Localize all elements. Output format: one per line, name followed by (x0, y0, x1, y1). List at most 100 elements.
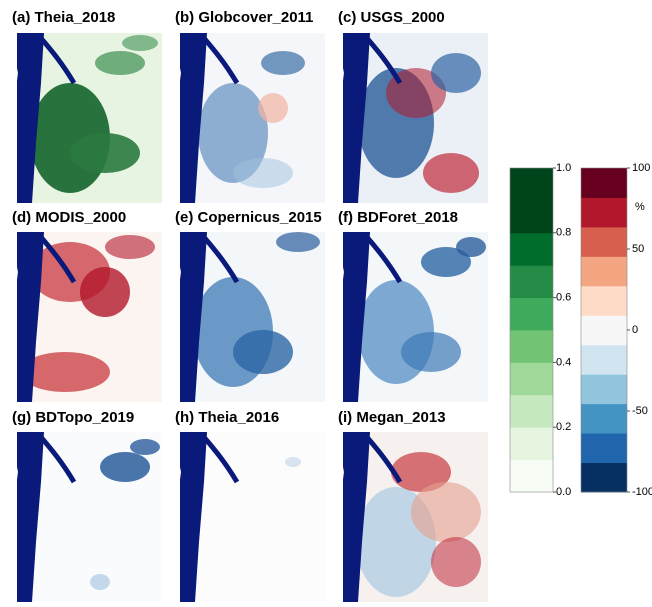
map-region (130, 439, 160, 455)
colorbar-bin (510, 459, 553, 493)
map-estuary (364, 35, 403, 85)
map (10, 232, 162, 402)
colorbar-bin (581, 433, 627, 464)
map (10, 432, 162, 602)
colorbar-bin (510, 265, 553, 299)
panel-title: (i) Megan_2013 (338, 409, 446, 426)
map (336, 33, 488, 203)
colorbar-bin (581, 315, 627, 346)
colorbar-bin (581, 374, 627, 405)
panel-title: (b) Globcover_2011 (175, 9, 313, 26)
map-region (421, 247, 471, 277)
colorbar-unit: % (635, 201, 645, 213)
map-region (90, 574, 110, 590)
map-estuary (364, 434, 403, 484)
colorbar-bin (510, 297, 553, 331)
map-region (70, 133, 140, 173)
colorbar-bin (510, 168, 553, 201)
map-region (105, 235, 155, 259)
panel-title: (e) Copernicus_2015 (175, 209, 322, 226)
colorbar-bin (581, 256, 627, 287)
map (336, 432, 488, 602)
map-estuary (201, 434, 240, 484)
map-estuary (38, 35, 77, 85)
colorbar-frame (509, 167, 554, 493)
map-region (411, 482, 481, 542)
map (173, 33, 325, 203)
map-region (401, 332, 461, 372)
map-region (285, 457, 301, 467)
map-margin (10, 33, 17, 203)
map-region (95, 51, 145, 75)
map-region (80, 267, 130, 317)
map-region (261, 51, 305, 75)
map-sea (10, 33, 44, 203)
colorbar-bin (510, 394, 553, 428)
map-estuary (201, 35, 240, 85)
colorbar-bin (581, 285, 627, 316)
map-region (233, 158, 293, 188)
map-sea (173, 432, 207, 602)
colorbar-tick-label: 100 (632, 162, 650, 174)
colorbar-bin (581, 344, 627, 375)
map-region (431, 537, 481, 587)
colorbar-bin (510, 427, 553, 461)
map-sea (336, 33, 370, 203)
colorbar-bin (510, 200, 553, 234)
map (336, 232, 488, 402)
panel-title: (d) MODIS_2000 (12, 209, 126, 226)
map-margin (10, 432, 17, 602)
map-region (20, 352, 110, 392)
colorbar-bin (581, 462, 627, 493)
colorbar-tick-label: 1.0 (556, 162, 571, 174)
map-region (198, 83, 268, 183)
panel-title: (f) BDForet_2018 (338, 209, 458, 226)
colorbar-tick-label: 0.4 (556, 356, 571, 368)
map-region (431, 53, 481, 93)
map-region (100, 452, 150, 482)
map-estuary (201, 234, 240, 284)
map-margin (10, 232, 17, 402)
panel-title: (h) Theia_2016 (175, 409, 279, 426)
colorbar-bin (581, 168, 627, 198)
colorbar-bin (581, 403, 627, 434)
map-sea (173, 33, 207, 203)
colorbar-bin (581, 197, 627, 228)
map-margin (173, 432, 180, 602)
map-region (233, 330, 293, 374)
map-margin (336, 33, 343, 203)
map-region (276, 232, 320, 252)
map (10, 33, 162, 203)
map-estuary (38, 234, 77, 284)
colorbar-tick-label: 0.8 (556, 227, 571, 239)
map-sea (10, 432, 44, 602)
colorbar-tick-label: 0 (632, 324, 638, 336)
colorbar-tick-label: -50 (632, 405, 648, 417)
colorbar-tick-label: 0.2 (556, 421, 571, 433)
map-sea (336, 232, 370, 402)
map-sea (10, 232, 44, 402)
map-margin (336, 432, 343, 602)
colorbar-tick-label: -100 (632, 486, 652, 498)
colorbar-bin (581, 226, 627, 257)
map-sea (336, 432, 370, 602)
map-margin (173, 232, 180, 402)
map (173, 432, 325, 602)
colorbar-tick-label: 0.6 (556, 292, 571, 304)
colorbar-bin (510, 232, 553, 266)
colorbar-tick-label: 0.0 (556, 486, 571, 498)
colorbar-tick-label: 50 (632, 243, 644, 255)
map-estuary (38, 434, 77, 484)
map (173, 232, 325, 402)
map-region (456, 237, 486, 257)
map-region (423, 153, 479, 193)
panel-title: (c) USGS_2000 (338, 9, 445, 26)
colorbar-bin (510, 330, 553, 363)
panel-title: (g) BDTopo_2019 (12, 409, 134, 426)
map-region (122, 35, 158, 51)
map-margin (173, 33, 180, 203)
map-sea (173, 232, 207, 402)
colorbar-bin (510, 362, 553, 396)
map-region (258, 93, 288, 123)
